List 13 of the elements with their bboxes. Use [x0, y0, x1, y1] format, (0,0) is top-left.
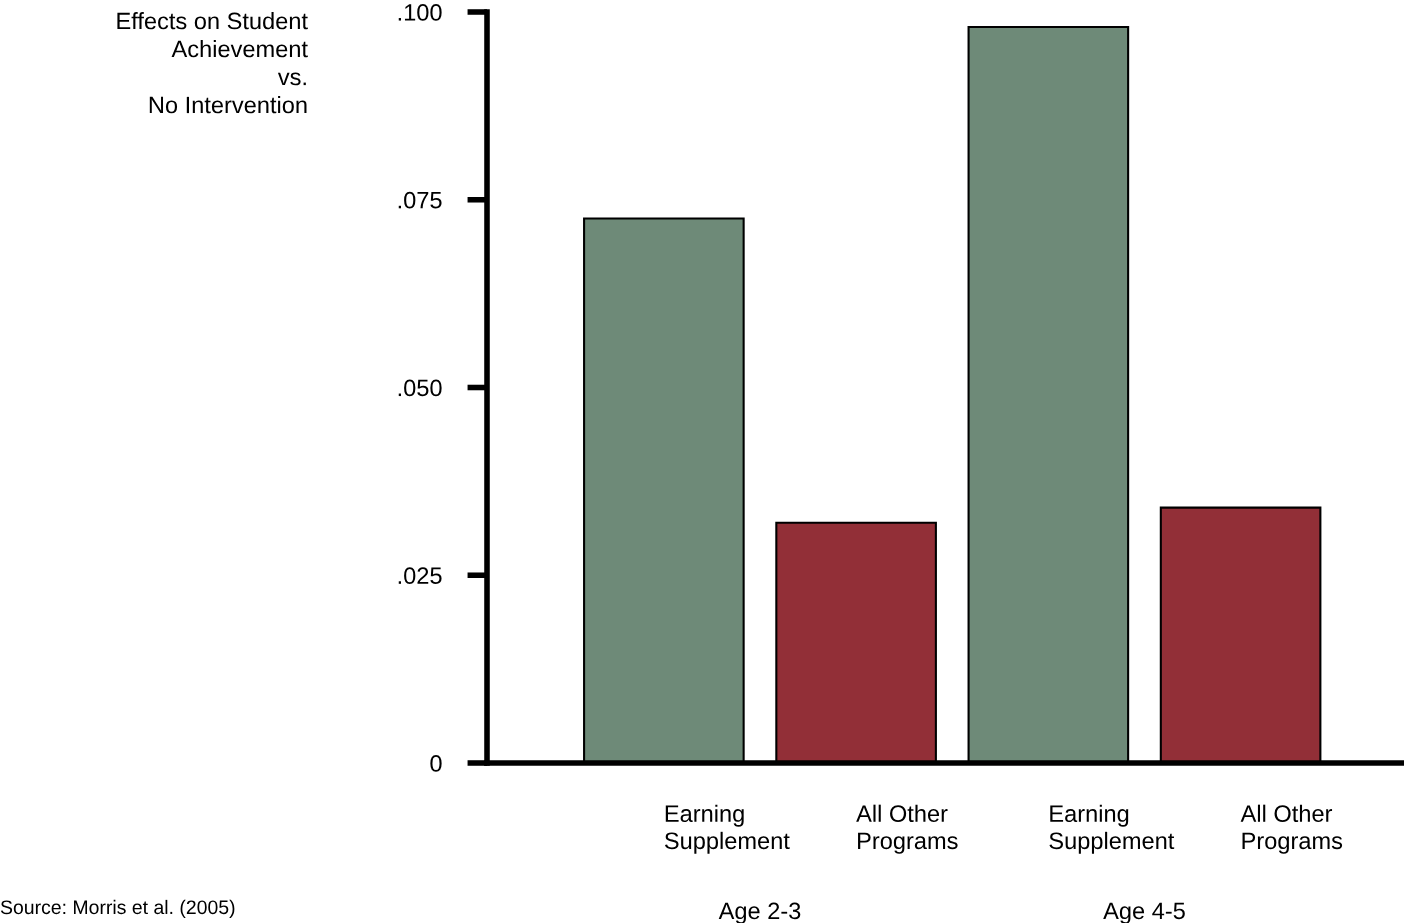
text: Age 4-5 — [1103, 902, 1185, 923]
text: Age 2-3 — [718, 902, 801, 923]
x-tick-label: All Other Programs — [856, 804, 958, 854]
x-tick-label: Earning Supplement — [1049, 804, 1175, 854]
x-tick-label: Earning Supplement — [664, 804, 790, 854]
y-tick-label: .025 — [398, 567, 442, 585]
source-note: Source: Morris et al. (2005) — [0, 899, 235, 918]
y-tick-label: .050 — [398, 379, 442, 397]
y-tick-label: 0 — [430, 755, 442, 772]
y-tick-label: .075 — [398, 191, 442, 209]
y-axis-title: Effects on Student Achievement vs. No Intervention — [117, 12, 308, 114]
y-tick-label: .100 — [398, 4, 442, 21]
x-tick-label: All Other Programs — [1240, 804, 1343, 854]
